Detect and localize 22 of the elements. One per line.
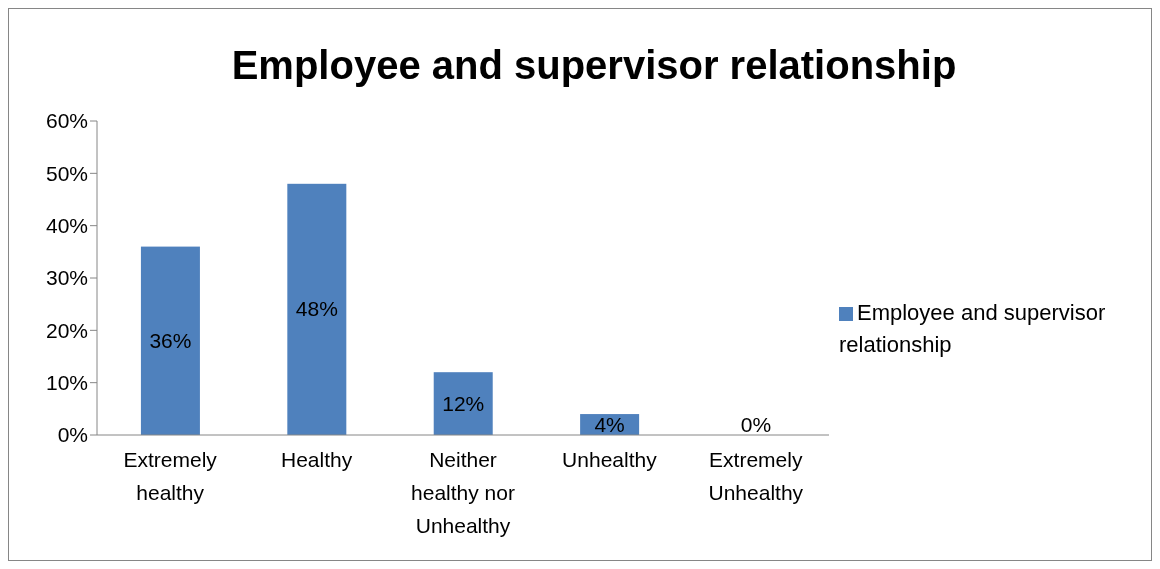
y-tick-label: 50% [45, 161, 88, 185]
data-label: 0% [740, 413, 772, 436]
y-tick-label: 30% [45, 266, 88, 290]
bar [433, 372, 493, 435]
y-tick-label: 40% [45, 214, 88, 238]
data-label: 36% [149, 328, 192, 352]
bar [140, 246, 200, 435]
data-label: 12% [442, 391, 485, 415]
x-tick-label: Unhealthy [562, 448, 658, 471]
data-label: 48% [295, 297, 338, 321]
chart-title: Employee and supervisor relationship [230, 43, 958, 89]
x-tick-label: Extremely Unhealthy [708, 448, 804, 504]
y-tick-label: 20% [45, 318, 88, 342]
x-tick-label: Healthy [281, 448, 353, 471]
x-tick-label: Neither healthy nor Unhealthy [411, 448, 515, 537]
data-label: 4% [594, 412, 625, 436]
x-tick-label: Extremely healthy [123, 448, 218, 504]
bar [287, 183, 347, 435]
y-tick-label: 60% [45, 109, 88, 133]
y-tick-label: 10% [45, 371, 88, 395]
legend-label: Employee and supervisor relationship [839, 300, 1106, 357]
y-tick-label: 0% [57, 423, 88, 447]
